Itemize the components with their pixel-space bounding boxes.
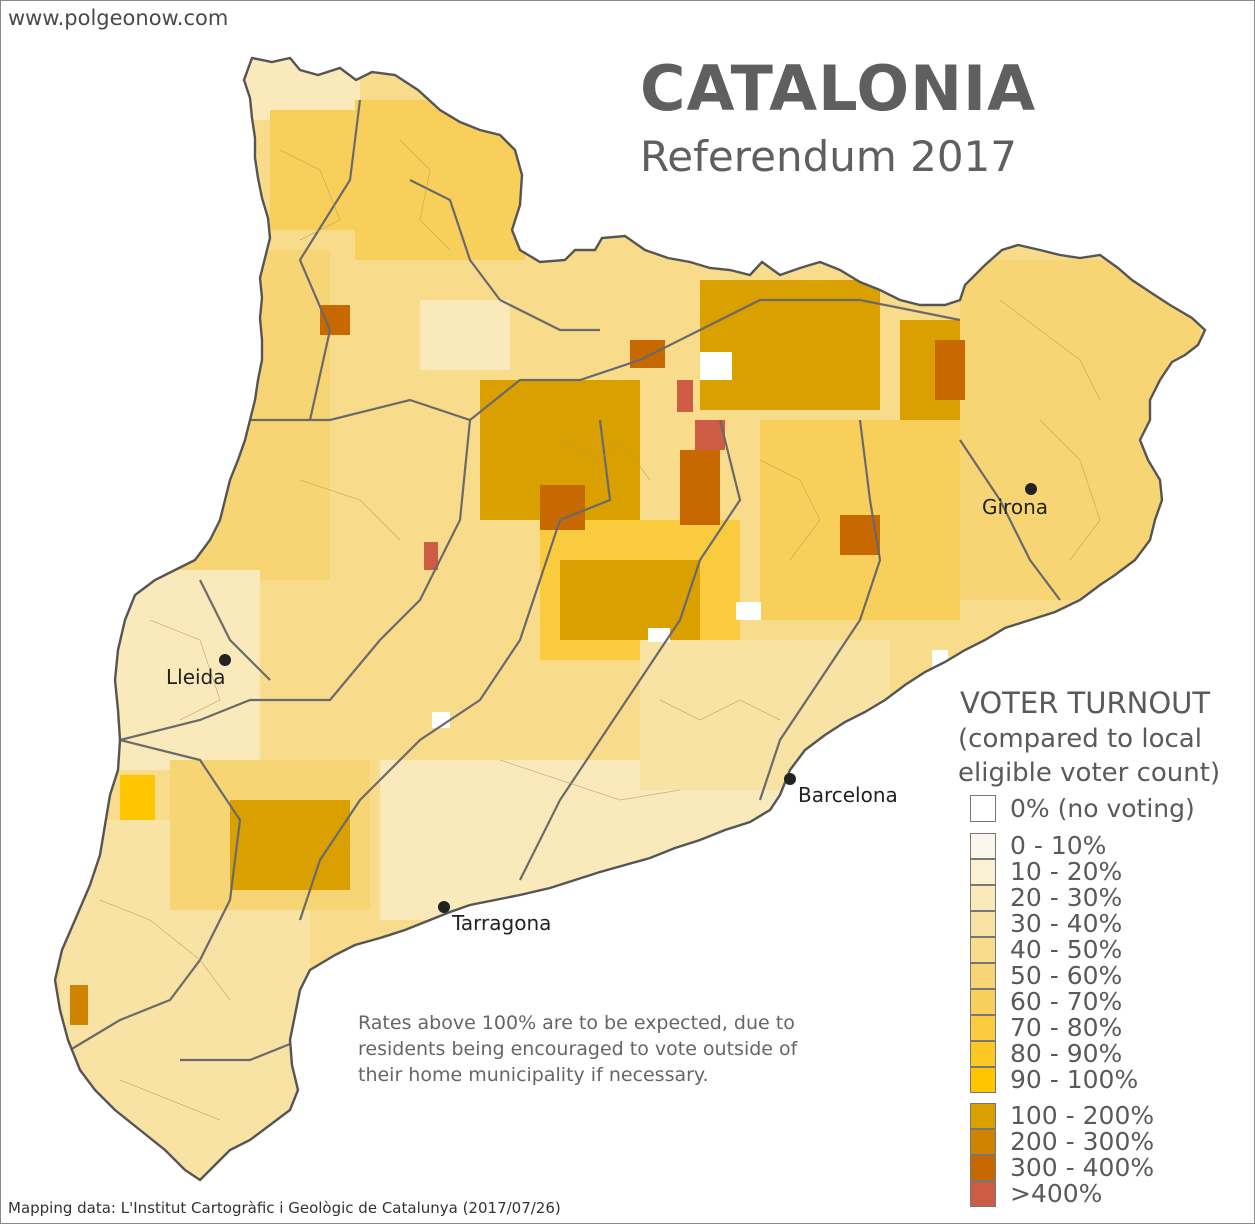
legend-swatch-bin-3 [970, 911, 996, 937]
legend-label-bin-3: 30 - 40% [1010, 909, 1123, 938]
legend-label-bin-6: 60 - 70% [1010, 987, 1123, 1016]
hotspot-8 [935, 340, 965, 400]
region-northwest [270, 110, 360, 230]
legend-subtitle-line2: eligible voter count) [958, 758, 1221, 788]
hotspot-9 [320, 305, 350, 335]
girona-marker [1025, 483, 1037, 495]
hotspot-11 [120, 775, 155, 820]
legend-swatch-bin-8 [970, 1041, 996, 1067]
hotspot-4 [695, 420, 725, 450]
region-borders [69, 99, 1061, 1062]
legend-swatch-bin-9 [970, 1067, 996, 1093]
legend-label-bin-9: 90 - 100% [1010, 1065, 1139, 1094]
legend-subtitle-line1: (compared to local [958, 724, 1202, 754]
no-voting-2 [736, 602, 761, 620]
legend-label-high-bin-0: 100 - 200% [1010, 1101, 1155, 1130]
legend-label-high-bin-3: >400% [1010, 1179, 1103, 1208]
region-valles [640, 640, 890, 790]
legend-swatch-bin-6 [970, 989, 996, 1015]
legend-swatch-bin-7 [970, 1015, 996, 1041]
legend-label-bin-2: 20 - 30% [1010, 883, 1123, 912]
legend-swatch-bin-1 [970, 859, 996, 885]
lleida-marker [219, 654, 231, 666]
hotspot-5 [680, 450, 720, 525]
municipal-borders [99, 139, 1101, 1121]
region-solsones [420, 300, 510, 370]
legend-label-bin-0: 0 - 10% [1010, 831, 1107, 860]
legend-swatch-high-bin-2 [970, 1155, 996, 1181]
region-ripolles [700, 280, 880, 410]
legend-label-high-bin-2: 300 - 400% [1010, 1153, 1155, 1182]
hotspot-1 [540, 485, 585, 530]
tarragona-marker [438, 901, 450, 913]
legend-label-bin-7: 70 - 80% [1010, 1013, 1123, 1042]
legend-label-bin-8: 80 - 90% [1010, 1039, 1123, 1068]
legend-swatch-bin-2 [970, 885, 996, 911]
legend-swatch-bin-4 [970, 937, 996, 963]
legend-swatch-high-bin-0 [970, 1103, 996, 1129]
region-noguera [55, 250, 330, 580]
hotspot-10 [70, 985, 88, 1025]
hotspot-3 [677, 380, 693, 412]
legend-swatch-bin-0 [970, 833, 996, 859]
barcelona-marker [784, 773, 796, 785]
city-label-lleida: Lleida [166, 665, 226, 689]
map-title: CATALONIA [640, 52, 1037, 125]
hotspot-2 [630, 340, 665, 368]
legend-swatch-high-bin-1 [970, 1129, 996, 1155]
legend-swatch-bin-5 [970, 963, 996, 989]
region-emporda [960, 260, 1200, 600]
footnote: Rates above 100% are to be expected, due… [358, 1012, 798, 1086]
legend-label-bin-1: 10 - 20% [1010, 857, 1123, 886]
legend-title: VOTER TURNOUT [960, 686, 1211, 720]
data-credit: Mapping data: L'Institut Cartogràfic i G… [8, 1199, 561, 1217]
legend-swatch-zero [970, 795, 996, 822]
site-url: www.polgeonow.com [8, 6, 229, 30]
no-voting-3 [648, 628, 670, 642]
region-val-aran [240, 58, 360, 120]
region-anoia [560, 560, 700, 640]
city-label-barcelona: Barcelona [798, 783, 898, 807]
map-subtitle: Referendum 2017 [640, 132, 1017, 181]
city-label-tarragona: Tarragona [452, 911, 552, 935]
legend-label-bin-5: 50 - 60% [1010, 961, 1123, 990]
legend-label-bin-4: 40 - 50% [1010, 935, 1123, 964]
no-voting-1 [700, 352, 732, 380]
legend-label-high-bin-1: 200 - 300% [1010, 1127, 1155, 1156]
hotspot-6 [424, 542, 438, 570]
region-pallars [355, 100, 525, 260]
region-ribera [230, 800, 350, 890]
legend-swatch-high-bin-3 [970, 1181, 996, 1207]
legend-label-zero: 0% (no voting) [1010, 793, 1195, 823]
city-label-girona: Girona [982, 495, 1049, 519]
